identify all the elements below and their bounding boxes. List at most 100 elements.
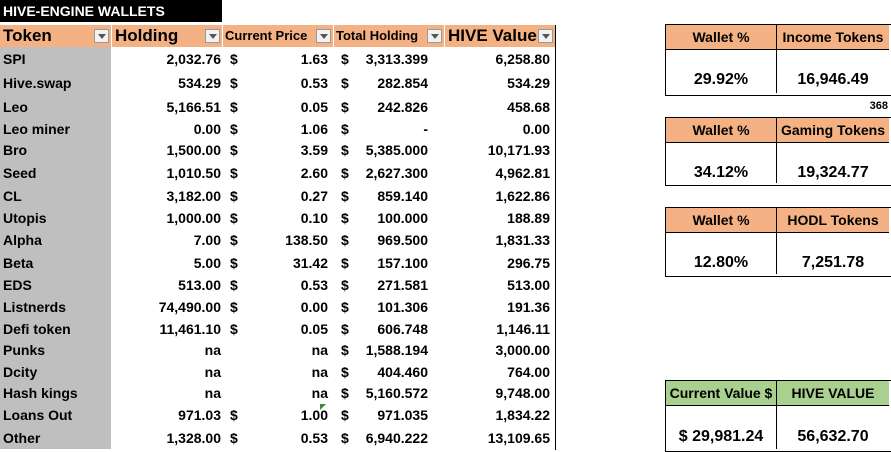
holding-cell[interactable]: 11,461.10: [159, 321, 221, 337]
holding-cell[interactable]: 7.00: [193, 232, 221, 248]
total-holding-cell[interactable]: 242.826: [377, 99, 428, 115]
hive-value-cell[interactable]: 1,834.22: [495, 407, 551, 423]
price-dollar-sign[interactable]: $: [230, 430, 238, 446]
hive-value-cell[interactable]: 0.00: [522, 121, 550, 137]
total-holding-cell[interactable]: 282.854: [377, 75, 428, 91]
holding-cell[interactable]: 1,000.00: [166, 210, 222, 226]
hive-value-cell[interactable]: 1,622.86: [495, 188, 551, 204]
price-dollar-sign[interactable]: $: [230, 142, 238, 158]
total-dollar-sign[interactable]: $: [341, 232, 349, 248]
total-dollar-sign[interactable]: $: [341, 299, 349, 315]
income-tokens-value[interactable]: 16,946.49: [797, 71, 869, 88]
holding-cell[interactable]: 971.03: [178, 407, 221, 423]
price-cell[interactable]: 0.05: [300, 99, 328, 115]
price-cell[interactable]: 31.42: [292, 255, 328, 271]
total-holding-cell[interactable]: 5,160.572: [365, 385, 428, 401]
price-cell[interactable]: 0.53: [300, 75, 328, 91]
token-cell[interactable]: CL: [3, 188, 22, 204]
hive-value-cell[interactable]: 10,171.93: [487, 142, 550, 158]
price-filter-dropdown-icon[interactable]: [316, 29, 331, 43]
total-dollar-sign[interactable]: $: [341, 121, 349, 137]
total-dollar-sign[interactable]: $: [341, 51, 349, 67]
hodl-tokens-value[interactable]: 7,251.78: [801, 254, 865, 271]
holding-cell[interactable]: 5,166.51: [166, 99, 222, 115]
hive-value-cell[interactable]: 513.00: [507, 277, 550, 293]
price-dollar-sign[interactable]: $: [230, 75, 238, 91]
price-cell[interactable]: na: [311, 385, 328, 401]
price-dollar-sign[interactable]: $: [230, 99, 238, 115]
token-cell[interactable]: Utopis: [3, 210, 47, 226]
holding-cell[interactable]: na: [204, 364, 221, 380]
total-holding-cell[interactable]: 1,588.194: [365, 342, 428, 358]
holding-cell[interactable]: 1,010.50: [166, 165, 222, 181]
token-cell[interactable]: Bro: [3, 142, 28, 158]
total-holding-cell[interactable]: 404.460: [377, 364, 428, 380]
hodl-wallet-percent[interactable]: 12.80%: [693, 254, 749, 271]
total-dollar-sign[interactable]: $: [341, 407, 349, 423]
price-cell[interactable]: 0.05: [300, 321, 328, 337]
hive-value-cell[interactable]: 3,000.00: [495, 342, 551, 358]
holding-cell[interactable]: na: [204, 385, 221, 401]
price-dollar-sign[interactable]: $: [230, 121, 238, 137]
price-cell[interactable]: 0.27: [300, 188, 328, 204]
gaming-tokens-value[interactable]: 19,324.77: [797, 164, 869, 181]
total-dollar-sign[interactable]: $: [341, 255, 349, 271]
token-cell[interactable]: Dcity: [3, 364, 38, 380]
total-dollar-sign[interactable]: $: [341, 210, 349, 226]
hive-value-cell[interactable]: 458.68: [507, 99, 550, 115]
price-dollar-sign[interactable]: $: [230, 165, 238, 181]
price-cell[interactable]: 0.53: [300, 430, 328, 446]
gaming-wallet-percent[interactable]: 34.12%: [693, 164, 749, 181]
hive-value-cell[interactable]: 764.00: [507, 364, 550, 380]
income-wallet-percent[interactable]: 29.92%: [693, 71, 749, 88]
hive-value-amount[interactable]: 56,632.70: [797, 428, 869, 445]
price-dollar-sign[interactable]: $: [230, 188, 238, 204]
total-holding-cell[interactable]: 5,385.000: [365, 142, 428, 158]
holding-cell[interactable]: 1,500.00: [166, 142, 222, 158]
total-holding-cell[interactable]: 971.035: [377, 407, 428, 423]
token-cell[interactable]: Punks: [3, 342, 46, 358]
price-cell[interactable]: 0.53: [300, 277, 328, 293]
total-holding-cell[interactable]: 2,627.300: [365, 165, 428, 181]
token-cell[interactable]: Leo miner: [3, 121, 70, 137]
price-dollar-sign[interactable]: $: [230, 277, 238, 293]
total-holding-cell[interactable]: 606.748: [377, 321, 428, 337]
total-dollar-sign[interactable]: $: [341, 277, 349, 293]
price-dollar-sign[interactable]: $: [230, 299, 238, 315]
price-dollar-sign[interactable]: $: [230, 51, 238, 67]
token-cell[interactable]: Alpha: [3, 232, 42, 248]
price-cell[interactable]: 0.00: [300, 299, 328, 315]
total-dollar-sign[interactable]: $: [341, 430, 349, 446]
token-cell[interactable]: Other: [3, 430, 41, 446]
hive-value-cell[interactable]: 534.29: [507, 75, 550, 91]
total-dollar-sign[interactable]: $: [341, 165, 349, 181]
total-dollar-sign[interactable]: $: [341, 321, 349, 337]
holding-cell[interactable]: 513.00: [178, 277, 221, 293]
holding-cell[interactable]: 74,490.00: [158, 299, 221, 315]
price-cell[interactable]: 3.59: [300, 142, 328, 158]
total-dollar-sign[interactable]: $: [341, 142, 349, 158]
token-cell[interactable]: Leo: [3, 99, 28, 115]
price-cell[interactable]: 0.10: [300, 210, 328, 226]
total-holding-cell[interactable]: 271.581: [377, 277, 428, 293]
hive-value-cell[interactable]: 13,109.65: [487, 430, 550, 446]
total-dollar-sign[interactable]: $: [341, 188, 349, 204]
price-cell[interactable]: 1.63: [300, 51, 328, 67]
holding-cell[interactable]: 3,182.00: [166, 188, 222, 204]
token-filter-dropdown-icon[interactable]: [94, 29, 109, 43]
token-cell[interactable]: Hash kings: [3, 385, 78, 401]
price-dollar-sign[interactable]: $: [230, 321, 238, 337]
token-cell[interactable]: Defi token: [3, 321, 71, 337]
token-cell[interactable]: Loans Out: [3, 407, 73, 423]
token-cell[interactable]: Hive.swap: [3, 75, 72, 91]
token-cell[interactable]: Beta: [3, 255, 34, 271]
total-holding-cell[interactable]: 859.140: [377, 188, 428, 204]
hive-value-cell[interactable]: 1,146.11: [496, 321, 550, 337]
price-dollar-sign[interactable]: $: [230, 407, 238, 423]
total-dollar-sign[interactable]: $: [341, 75, 349, 91]
total-dollar-sign[interactable]: $: [341, 385, 349, 401]
token-cell[interactable]: Listnerds: [3, 299, 67, 315]
holding-cell[interactable]: na: [204, 342, 221, 358]
hive-value-cell[interactable]: 1,831.33: [495, 232, 551, 248]
holding-cell[interactable]: 0.00: [193, 121, 221, 137]
